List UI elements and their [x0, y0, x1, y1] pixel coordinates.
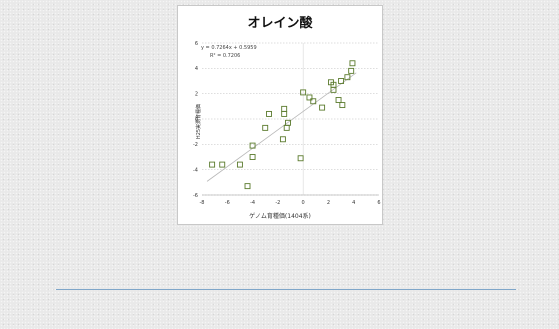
data-point-22 [338, 78, 345, 84]
trendline-line [206, 72, 357, 182]
y-tick-label-6: 6 [195, 41, 198, 47]
data-point-3 [244, 183, 251, 190]
data-point-23 [339, 102, 346, 109]
data-point-5 [249, 142, 256, 149]
x-axis-label: ゲノム育種価(1404系) [249, 213, 311, 220]
x-tick-label-1: -6 [225, 200, 230, 206]
y-tick-label-3: 0 [195, 117, 198, 123]
data-point-21 [335, 97, 342, 103]
trendline [206, 72, 357, 182]
data-point-8 [281, 105, 288, 112]
data-point-20 [330, 81, 337, 88]
data-point-4 [249, 154, 256, 160]
axes [202, 43, 379, 196]
data-point-10 [279, 136, 286, 143]
r-squared-text: R² = 0.7206 [210, 53, 241, 59]
data-point-9 [281, 110, 288, 117]
data-point-17 [319, 104, 326, 111]
chart-card: -6 -4 -2 0 2 4 6 -8 -6 -4 -2 0 2 4 6 オレイン酸 y = 0.7264x… [177, 5, 383, 225]
y-axis-label: H25実測育種価 [196, 103, 203, 140]
x-tick-label-2: -4 [250, 200, 255, 206]
x-tick-label-4: 0 [302, 200, 305, 206]
x-tick-label-5: 2 [327, 200, 330, 206]
data-point-1 [219, 161, 226, 168]
data-point-2 [236, 161, 243, 168]
data-point-15 [306, 94, 313, 101]
y-tick-label-4: 2 [195, 91, 198, 97]
x-tick-label-0: -8 [200, 200, 205, 206]
data-point-13 [297, 155, 304, 162]
x-tick-label-7: 6 [377, 200, 380, 206]
data-point-14 [300, 89, 307, 96]
chart-title: オレイン酸 [247, 16, 313, 31]
data-point-24 [344, 74, 351, 81]
data-point-16 [310, 98, 317, 105]
y-tick-label-5: 4 [195, 66, 198, 72]
data-point-12 [283, 124, 290, 131]
y-tick-label-1: -4 [193, 167, 198, 173]
data-point-25 [348, 67, 355, 74]
equation-text: y = 0.7264x + 0.5959 [201, 45, 257, 51]
x-tick-label-6: 4 [352, 200, 355, 206]
divider-line [56, 289, 516, 290]
trendline-equation: y = 0.7264x + 0.5959 R² = 0.7206 [201, 44, 257, 60]
x-tick-label-3: -2 [275, 200, 280, 206]
y-tick-label-2: -2 [193, 142, 198, 148]
data-point-0 [209, 161, 216, 168]
data-points [209, 60, 356, 190]
y-tick-label-0: -6 [193, 193, 198, 199]
data-point-7 [266, 110, 272, 117]
data-point-26 [349, 60, 356, 67]
data-point-6 [262, 124, 269, 131]
